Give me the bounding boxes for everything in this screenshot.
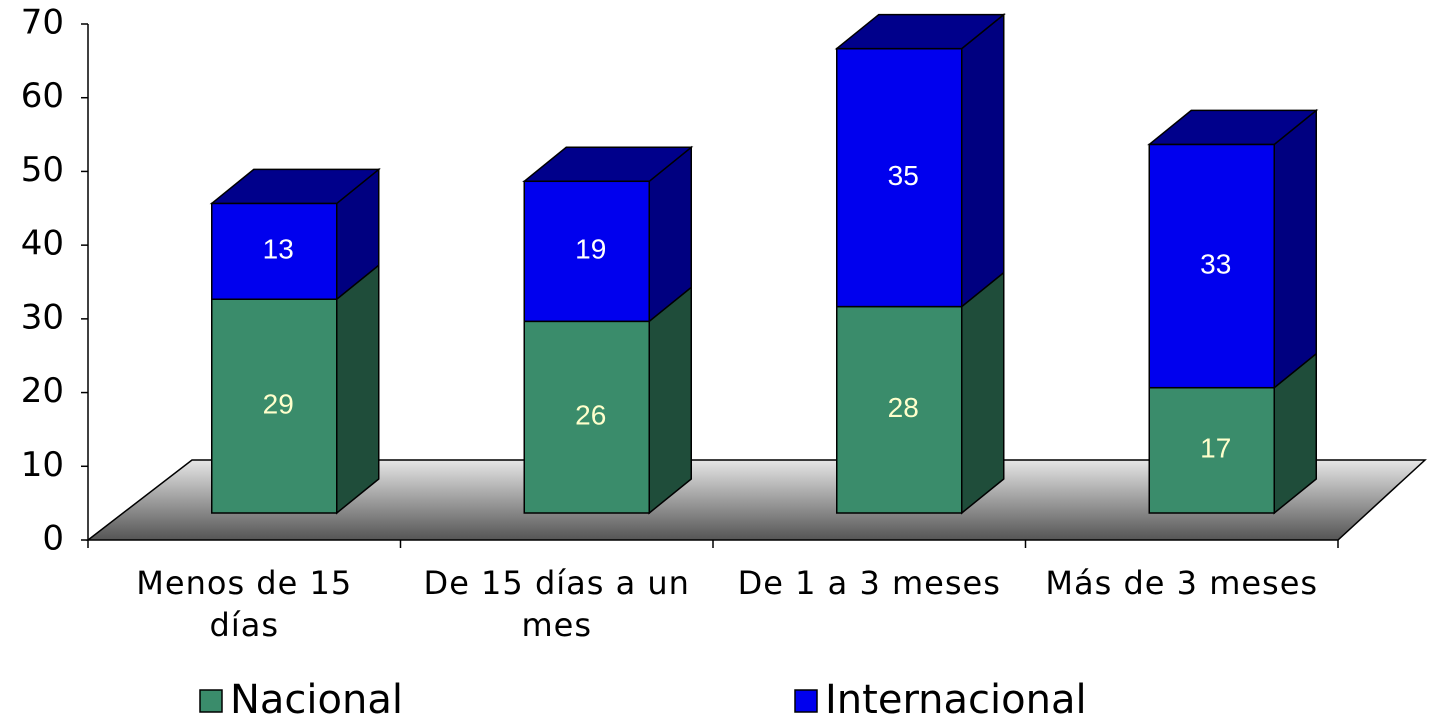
- bar: [523, 320, 650, 514]
- value-label: 17: [1200, 433, 1231, 464]
- y-tick-label: 30: [21, 297, 64, 337]
- y-tick-label: 60: [21, 76, 64, 116]
- bar-side: [1273, 108, 1317, 390]
- x-tick-label: De 1 a 3 meses: [737, 564, 1001, 602]
- bar-top: [209, 168, 381, 205]
- bar-top: [1147, 109, 1319, 146]
- y-tick-label: 20: [21, 371, 64, 411]
- legend-swatch: [199, 689, 223, 713]
- bar-side: [961, 271, 1005, 515]
- bar: [523, 180, 650, 323]
- bar-side: [648, 285, 692, 515]
- y-tick-label: 10: [21, 445, 64, 485]
- floor: [85, 459, 1427, 541]
- x-tick-label: Menos de 15 días: [136, 564, 353, 644]
- x-tick-label: De 15 días a un mes: [423, 564, 690, 644]
- bar: [836, 47, 963, 308]
- legend-label: Internacional: [825, 677, 1087, 723]
- y-tick-label: 50: [21, 150, 64, 190]
- bar: [836, 305, 963, 514]
- value-label: 29: [263, 389, 294, 420]
- value-label: 33: [1200, 248, 1231, 279]
- bar: [1148, 386, 1275, 514]
- y-tick-label: 0: [42, 519, 64, 559]
- value-label: 35: [888, 160, 919, 191]
- bar-side: [961, 13, 1005, 309]
- value-label: 19: [575, 234, 606, 265]
- legend-swatch: [794, 689, 818, 713]
- bar: [211, 298, 338, 514]
- bar-top: [834, 13, 1006, 50]
- value-label: 28: [888, 392, 919, 423]
- bar: [211, 202, 338, 300]
- y-tick-label: 40: [21, 224, 64, 264]
- bar-top: [522, 146, 694, 183]
- x-tick-label: Más de 3 meses: [1045, 564, 1319, 602]
- value-label: 13: [263, 234, 294, 265]
- value-label: 26: [575, 400, 606, 431]
- y-tick-label: 70: [21, 3, 64, 43]
- bar: [1148, 143, 1275, 389]
- bar-side: [336, 263, 380, 515]
- legend-label: Nacional: [230, 677, 403, 723]
